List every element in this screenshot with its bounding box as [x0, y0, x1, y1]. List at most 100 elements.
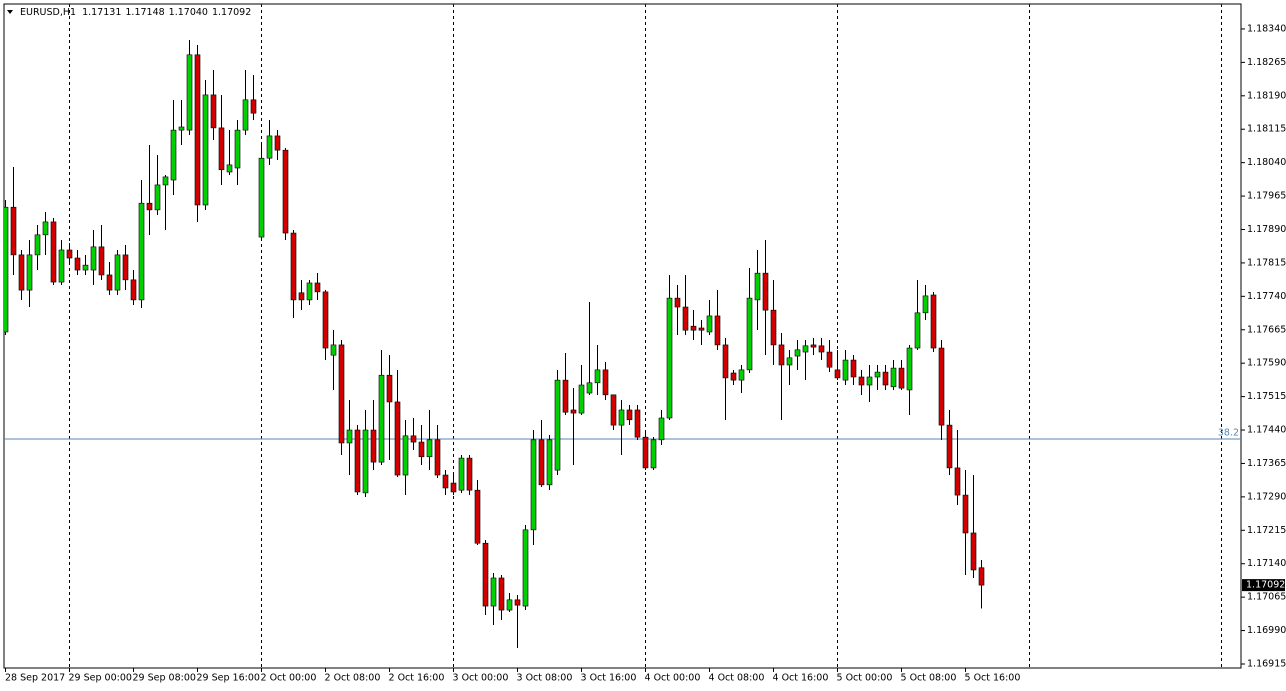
candle-body-up	[738, 369, 745, 381]
candle-body-down	[314, 282, 321, 293]
candle-body-up	[866, 376, 873, 386]
plot-area	[4, 4, 1241, 668]
candle-body-up	[330, 344, 337, 356]
candle-body-up	[546, 439, 553, 486]
candle-body-down	[338, 344, 345, 444]
candle-body-up	[586, 382, 593, 394]
chart-header: EURUSD,H1 1.17131 1.17148 1.17040 1.17092	[20, 7, 251, 18]
candle-body-down	[770, 309, 777, 346]
candle-body-up	[242, 99, 249, 131]
candle-body-down	[626, 409, 633, 421]
candle-body-down	[730, 372, 737, 381]
x-tick-label: 2 Oct 00:00	[261, 673, 317, 684]
candle-body-up	[522, 529, 529, 607]
candle-body-down	[410, 435, 417, 443]
candle-body-up	[26, 254, 33, 291]
candle-body-up	[90, 246, 97, 271]
y-tick-label: 1.17365	[1247, 458, 1286, 469]
candle-body-down	[442, 474, 449, 489]
candle-body-down	[394, 401, 401, 476]
x-tick-label: 5 Oct 16:00	[965, 673, 1021, 684]
candle-body-up	[426, 439, 433, 458]
candle-body-down	[762, 272, 769, 311]
candle-body-up	[58, 249, 65, 283]
y-tick-label: 1.17440	[1247, 425, 1286, 436]
y-tick-label: 1.16990	[1247, 625, 1286, 636]
candle-body-down	[970, 532, 977, 571]
y-tick-label: 1.17815	[1247, 257, 1286, 268]
candle-body-down	[474, 489, 481, 544]
candle-body-up	[258, 157, 265, 238]
candle-body-down	[322, 291, 329, 349]
candle-body-up	[82, 264, 89, 271]
candle-body-down	[274, 135, 281, 151]
x-tick-label: 5 Oct 00:00	[837, 673, 893, 684]
candle-body-up	[874, 371, 881, 378]
level-label: 38.2	[1218, 427, 1239, 438]
candle-body-up	[618, 409, 625, 426]
x-tick-label: 5 Oct 08:00	[901, 673, 957, 684]
candle-body-down	[66, 249, 73, 259]
y-tick-label: 1.17065	[1247, 592, 1286, 603]
candle-body-down	[538, 439, 545, 486]
y-tick-label: 1.17665	[1247, 324, 1286, 335]
candle-body-up	[706, 315, 713, 333]
y-tick-label: 1.17140	[1247, 558, 1286, 569]
candle-body-down	[898, 367, 905, 389]
menu-arrow[interactable]	[7, 10, 13, 14]
y-tick-label: 1.17740	[1247, 291, 1286, 302]
candle-body-up	[154, 184, 161, 211]
x-tick-label: 29 Sep 00:00	[69, 673, 132, 684]
symbol: EURUSD,H1	[20, 7, 76, 18]
candle-body-up	[178, 126, 185, 131]
candle-body-down	[938, 347, 945, 426]
candle-body-down	[682, 306, 689, 331]
x-tick-label: 2 Oct 16:00	[389, 673, 445, 684]
candle-body-down	[98, 246, 105, 276]
candle-body-down	[50, 221, 57, 283]
y-tick-label: 1.17215	[1247, 525, 1286, 536]
candle-body-up	[42, 221, 49, 236]
candle-body-down	[642, 436, 649, 469]
x-tick-label: 3 Oct 16:00	[581, 673, 637, 684]
header-low: 1.17040	[169, 7, 208, 18]
candle-body-down	[386, 374, 393, 403]
y-tick-label: 1.17965	[1247, 191, 1286, 202]
candle-body-down	[498, 577, 505, 611]
y-tick-label: 1.17290	[1247, 491, 1286, 502]
x-tick-label: 4 Oct 16:00	[773, 673, 829, 684]
candle-body-down	[610, 394, 617, 426]
candle-body-down	[122, 254, 129, 281]
header-high: 1.17148	[125, 7, 164, 18]
candle-body-down	[282, 149, 289, 234]
x-tick-label: 28 Sep 2017	[5, 673, 65, 684]
last-price-label: 1.17092	[1246, 580, 1285, 591]
candle-body-down	[466, 457, 473, 491]
candle-body-up	[306, 282, 313, 301]
candle-body-up	[842, 359, 849, 381]
header-open: 1.17131	[82, 7, 121, 18]
candle-body-up	[754, 272, 761, 301]
candle-body-up	[794, 349, 801, 357]
candle-body-down	[834, 369, 841, 379]
candle-body-down	[930, 294, 937, 349]
candle-body-up	[554, 379, 561, 471]
candle-body-up	[906, 347, 913, 391]
x-tick-label: 3 Oct 00:00	[453, 673, 509, 684]
candle-body-up	[458, 457, 465, 491]
candle-body-up	[802, 345, 809, 353]
candle-body-down	[450, 482, 457, 493]
y-tick-label: 1.16915	[1247, 658, 1286, 669]
candle-body-up	[362, 429, 369, 494]
candle-body-down	[290, 232, 297, 301]
candle-body-up	[506, 599, 513, 611]
candle-body-down	[722, 344, 729, 379]
candle-body-up	[922, 295, 929, 314]
candle-body-up	[490, 577, 497, 607]
candle-body-up	[378, 374, 385, 463]
candle-body-down	[210, 94, 217, 129]
candle-body-up	[266, 135, 273, 159]
